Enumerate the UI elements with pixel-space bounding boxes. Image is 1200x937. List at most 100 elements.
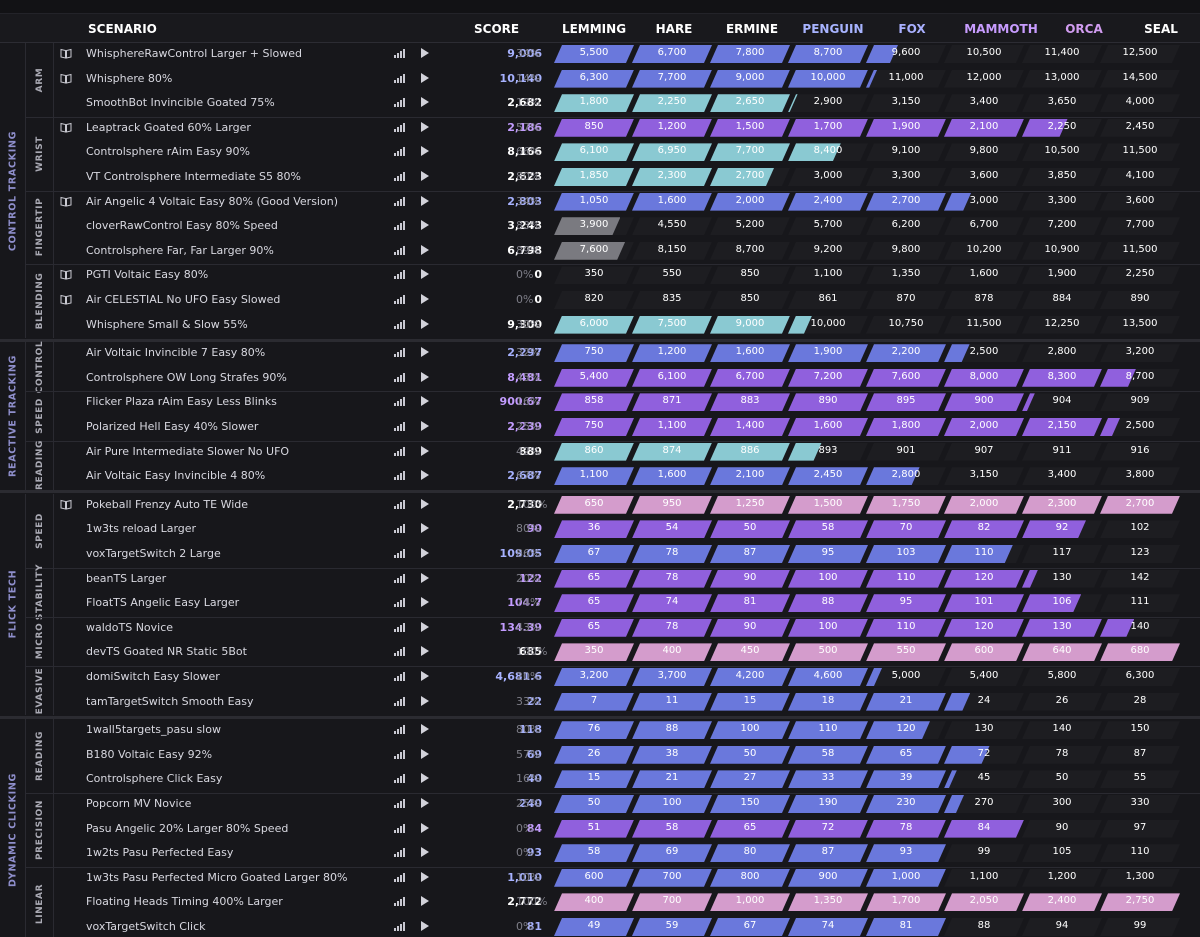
scenario-row[interactable]: cloverRawControl Easy 80% Speed 3,243 83% 3… — [54, 215, 1200, 240]
scenario-row[interactable]: tamTargetSwitch Smooth Easy 22 33% 7 11 15 18 2… — [54, 691, 1200, 716]
scenario-name[interactable]: domiSwitch Easy Slower — [86, 670, 220, 683]
play-icon[interactable] — [421, 921, 429, 931]
play-icon[interactable] — [421, 798, 429, 808]
scenario-name[interactable]: VT Controlsphere Intermediate S5 80% — [86, 170, 301, 183]
book-icon[interactable] — [60, 498, 72, 510]
play-icon[interactable] — [421, 523, 429, 534]
scenario-name[interactable]: Air Voltaic Easy Invincible 4 80% — [86, 469, 266, 483]
scenario-row[interactable]: WhisphereRawControl Larger + Slowed 9,006… — [54, 43, 1200, 68]
scenario-name[interactable]: Pasu Angelic 20% Larger 80% Speed — [86, 821, 289, 835]
col-rank-4[interactable]: FOX — [898, 22, 926, 36]
scenario-row[interactable]: Leaptrack Goated 60% Larger 2,186 57% 850 1,… — [54, 117, 1200, 142]
scenario-row[interactable]: 1w2ts Pasu Perfected Easy 93 0% 58 69 80 87 93 9… — [54, 842, 1200, 867]
play-icon[interactable] — [421, 269, 429, 280]
scenario-row[interactable]: beanTS Larger 122 20% 65 78 90 100 110 120 130 142 — [54, 568, 1200, 593]
book-icon[interactable] — [60, 293, 72, 305]
scenario-name[interactable]: voxTargetSwitch 2 Large — [86, 547, 221, 560]
play-icon[interactable] — [421, 72, 429, 83]
play-icon[interactable] — [421, 695, 429, 706]
scenario-row[interactable]: Air Voltaic Easy Invincible 4 80% 2,687 67… — [54, 465, 1200, 490]
scenario-name[interactable]: Whisphere Small & Slow 55% — [86, 317, 248, 331]
scenario-name[interactable]: 1w2ts Pasu Perfected Easy — [86, 846, 234, 860]
play-icon[interactable] — [421, 396, 429, 407]
scenario-row[interactable]: Pasu Angelic 20% Larger 80% Speed 84 0% 51 5… — [54, 818, 1200, 843]
play-icon[interactable] — [421, 847, 429, 858]
play-icon[interactable] — [421, 646, 429, 657]
scenario-name[interactable]: 1w3ts reload Larger — [86, 522, 197, 536]
play-icon[interactable] — [421, 724, 429, 735]
play-icon[interactable] — [421, 97, 429, 108]
play-icon[interactable] — [421, 572, 429, 583]
play-icon[interactable] — [421, 195, 429, 206]
play-icon[interactable] — [421, 318, 429, 329]
scenario-name[interactable]: Pokeball Frenzy Auto TE Wide — [86, 497, 249, 511]
play-icon[interactable] — [421, 171, 429, 181]
scenario-name[interactable]: Air Voltaic Invincible 7 Easy 80% — [86, 346, 266, 360]
scenario-name[interactable]: tamTargetSwitch Smooth Easy — [86, 694, 254, 708]
scenario-row[interactable]: Flicker Plaza rAim Easy Less Blinks 900.6… — [54, 391, 1200, 416]
book-icon[interactable] — [60, 47, 72, 59]
scenario-name[interactable]: devTS Goated NR Static 5Bot — [86, 645, 247, 659]
scenario-name[interactable]: 1w3ts Pasu Perfected Micro Goated Larger… — [86, 870, 348, 884]
play-icon[interactable] — [421, 294, 429, 304]
scenario-name[interactable]: PGTI Voltaic Easy 80% — [86, 268, 209, 282]
scenario-row[interactable]: Controlsphere Click Easy 40 16% 15 21 27 33 39 4… — [54, 768, 1200, 793]
play-icon[interactable] — [421, 748, 429, 759]
play-icon[interactable] — [421, 822, 429, 833]
play-icon[interactable] — [421, 347, 429, 358]
col-rank-6[interactable]: ORCA — [1065, 22, 1103, 36]
book-icon[interactable] — [60, 72, 72, 84]
col-rank-2[interactable]: ERMINE — [725, 22, 779, 36]
scenario-row[interactable]: voxTargetSwitch 2 Large 109.05 86% 67 78 87 95… — [54, 543, 1200, 568]
scenario-row[interactable]: Whisphere 80% 10,140 14% 6,300 7,700 9,000 10,… — [54, 68, 1200, 93]
scenario-name[interactable]: cloverRawControl Easy 80% Speed — [86, 219, 278, 233]
scenario-row[interactable]: Controlsphere rAim Easy 90% 8,166 66% 6,100… — [54, 141, 1200, 166]
scenario-row[interactable]: Polarized Hell Easy 40% Slower 2,239 25% 75… — [54, 416, 1200, 441]
play-icon[interactable] — [421, 371, 429, 382]
scenario-name[interactable]: voxTargetSwitch Click — [86, 920, 206, 933]
play-icon[interactable] — [421, 621, 429, 632]
scenario-name[interactable]: Air Angelic 4 Voltaic Easy 80% (Good Ver… — [86, 194, 338, 208]
scenario-row[interactable]: Popcorn MV Novice 240 25% 50 100 150 190 230 270… — [54, 793, 1200, 818]
play-icon[interactable] — [421, 498, 429, 509]
scenario-row[interactable]: Pokeball Frenzy Auto TE Wide 2,730 100% 650… — [54, 494, 1200, 519]
scenario-row[interactable]: Floating Heads Timing 400% Larger 2,772 10… — [54, 891, 1200, 916]
play-icon[interactable] — [421, 548, 429, 558]
play-icon[interactable] — [421, 220, 429, 231]
scenario-row[interactable]: waldoTS Novice 134.39 43% 65 78 90 100 110 120 13… — [54, 617, 1200, 642]
play-icon[interactable] — [421, 871, 429, 882]
scenario-name[interactable]: WhisphereRawControl Larger + Slowed — [86, 47, 302, 60]
scenario-name[interactable]: Controlsphere rAim Easy 90% — [86, 145, 250, 159]
scenario-row[interactable]: Controlsphere Far, Far Larger 90% 6,798 89… — [54, 240, 1200, 265]
scenario-row[interactable]: SmoothBot Invincible Goated 75% 2,682 12% 1… — [54, 92, 1200, 117]
scenario-name[interactable]: Air Pure Intermediate Slower No UFO — [86, 444, 290, 458]
scenario-row[interactable]: domiSwitch Easy Slower 4,681.6 20% 3,200 3,7… — [54, 666, 1200, 691]
scenario-name[interactable]: Controlsphere Far, Far Larger 90% — [86, 243, 274, 257]
scenario-name[interactable]: Flicker Plaza rAim Easy Less Blinks — [86, 395, 277, 409]
play-icon[interactable] — [421, 445, 429, 456]
play-icon[interactable] — [421, 421, 429, 431]
scenario-name[interactable]: FloatTS Angelic Easy Larger — [86, 596, 240, 610]
scenario-row[interactable]: Air Pure Intermediate Slower No UFO 889 42… — [54, 441, 1200, 466]
book-icon[interactable] — [60, 195, 72, 207]
play-icon[interactable] — [421, 146, 429, 157]
scenario-row[interactable]: PGTI Voltaic Easy 80% 0 0% 350 550 850 1,100 1,… — [54, 264, 1200, 289]
play-icon[interactable] — [421, 896, 429, 907]
scenario-row[interactable]: voxTargetSwitch Click 81 0% 49 59 67 74 81 88 94 9… — [54, 916, 1200, 937]
col-rank-3[interactable]: PENGUIN — [802, 22, 864, 36]
scenario-name[interactable]: Controlsphere Click Easy — [86, 772, 223, 786]
col-score[interactable]: SCORE — [474, 22, 520, 36]
scenario-row[interactable]: FloatTS Angelic Easy Larger 104.7 74% 65 74 8… — [54, 592, 1200, 617]
scenario-row[interactable]: B180 Voltaic Easy 92% 69 57% 26 38 50 58 65 72 78… — [54, 744, 1200, 769]
play-icon[interactable] — [421, 244, 429, 255]
col-scenario[interactable]: SCENARIO — [88, 22, 157, 36]
scenario-row[interactable]: VT Controlsphere Intermediate S5 80% 2,62… — [54, 166, 1200, 191]
scenario-name[interactable]: beanTS Larger — [86, 571, 167, 585]
play-icon[interactable] — [421, 121, 429, 132]
book-icon[interactable] — [60, 268, 72, 281]
scenario-name[interactable]: Air CELESTIAL No UFO Easy Slowed — [86, 293, 281, 306]
play-icon[interactable] — [421, 597, 429, 608]
scenario-name[interactable]: Polarized Hell Easy 40% Slower — [86, 420, 259, 433]
scenario-row[interactable]: 1w3ts Pasu Perfected Micro Goated Larger… — [54, 867, 1200, 892]
play-icon[interactable] — [421, 48, 429, 58]
